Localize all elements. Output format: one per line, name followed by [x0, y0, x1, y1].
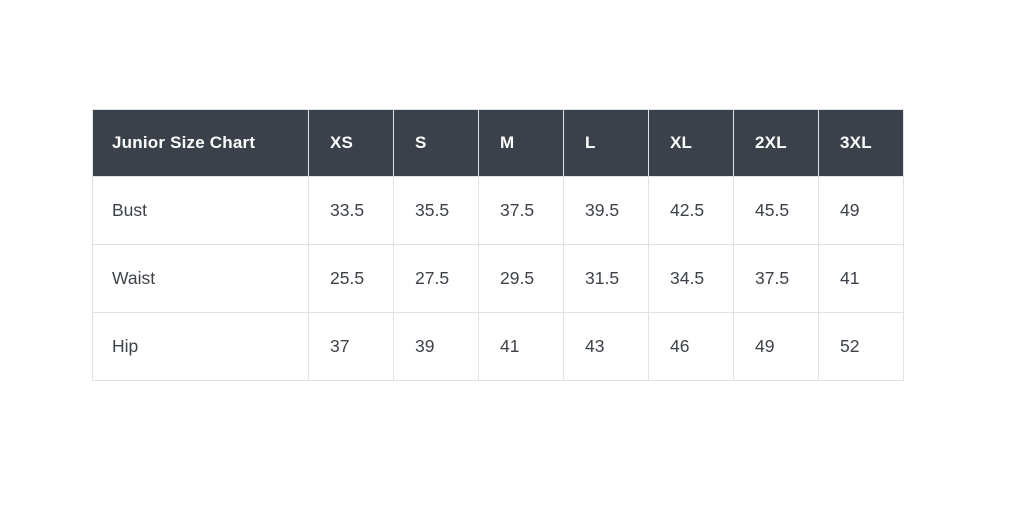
cell-hip-s: 39 [393, 312, 479, 381]
cell-bust-l: 39.5 [563, 176, 649, 245]
table-row-hip: Hip 37 39 41 43 46 49 52 [92, 312, 904, 381]
row-label-bust: Bust [92, 176, 309, 245]
junior-size-chart-table: Junior Size Chart XS S M L XL 2XL 3XL Bu… [92, 109, 904, 381]
cell-bust-xl: 42.5 [648, 176, 734, 245]
cell-bust-s: 35.5 [393, 176, 479, 245]
cell-waist-xs: 25.5 [308, 244, 394, 313]
cell-waist-xl: 34.5 [648, 244, 734, 313]
cell-waist-s: 27.5 [393, 244, 479, 313]
cell-hip-3xl: 52 [818, 312, 904, 381]
row-label-waist: Waist [92, 244, 309, 313]
table-title-header: Junior Size Chart [92, 109, 309, 177]
cell-waist-l: 31.5 [563, 244, 649, 313]
cell-hip-xs: 37 [308, 312, 394, 381]
cell-bust-2xl: 45.5 [733, 176, 819, 245]
column-header-xs: XS [308, 109, 394, 177]
column-header-s: S [393, 109, 479, 177]
row-label-hip: Hip [92, 312, 309, 381]
cell-bust-m: 37.5 [478, 176, 564, 245]
cell-waist-3xl: 41 [818, 244, 904, 313]
cell-bust-xs: 33.5 [308, 176, 394, 245]
cell-hip-l: 43 [563, 312, 649, 381]
cell-bust-3xl: 49 [818, 176, 904, 245]
column-header-3xl: 3XL [818, 109, 904, 177]
cell-hip-xl: 46 [648, 312, 734, 381]
column-header-m: M [478, 109, 564, 177]
column-header-xl: XL [648, 109, 734, 177]
table-row-bust: Bust 33.5 35.5 37.5 39.5 42.5 45.5 49 [92, 176, 904, 245]
table-header-row: Junior Size Chart XS S M L XL 2XL 3XL [92, 109, 904, 177]
table-row-waist: Waist 25.5 27.5 29.5 31.5 34.5 37.5 41 [92, 244, 904, 313]
cell-hip-2xl: 49 [733, 312, 819, 381]
column-header-2xl: 2XL [733, 109, 819, 177]
column-header-l: L [563, 109, 649, 177]
cell-hip-m: 41 [478, 312, 564, 381]
cell-waist-m: 29.5 [478, 244, 564, 313]
cell-waist-2xl: 37.5 [733, 244, 819, 313]
